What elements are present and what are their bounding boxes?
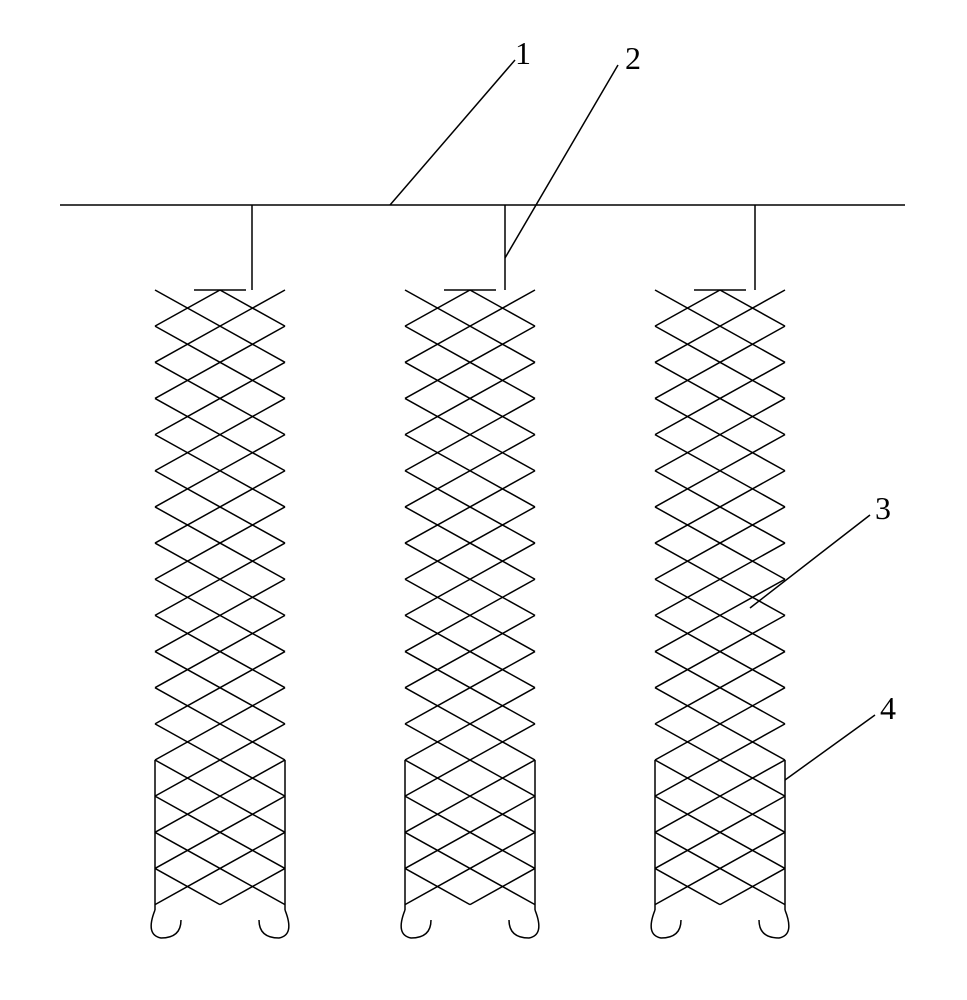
- technical-diagram: [0, 0, 967, 1000]
- callout-label-1: 1: [515, 35, 531, 72]
- callout-label-4: 4: [880, 690, 896, 727]
- callout-label-3: 3: [875, 490, 891, 527]
- callout-label-2: 2: [625, 40, 641, 77]
